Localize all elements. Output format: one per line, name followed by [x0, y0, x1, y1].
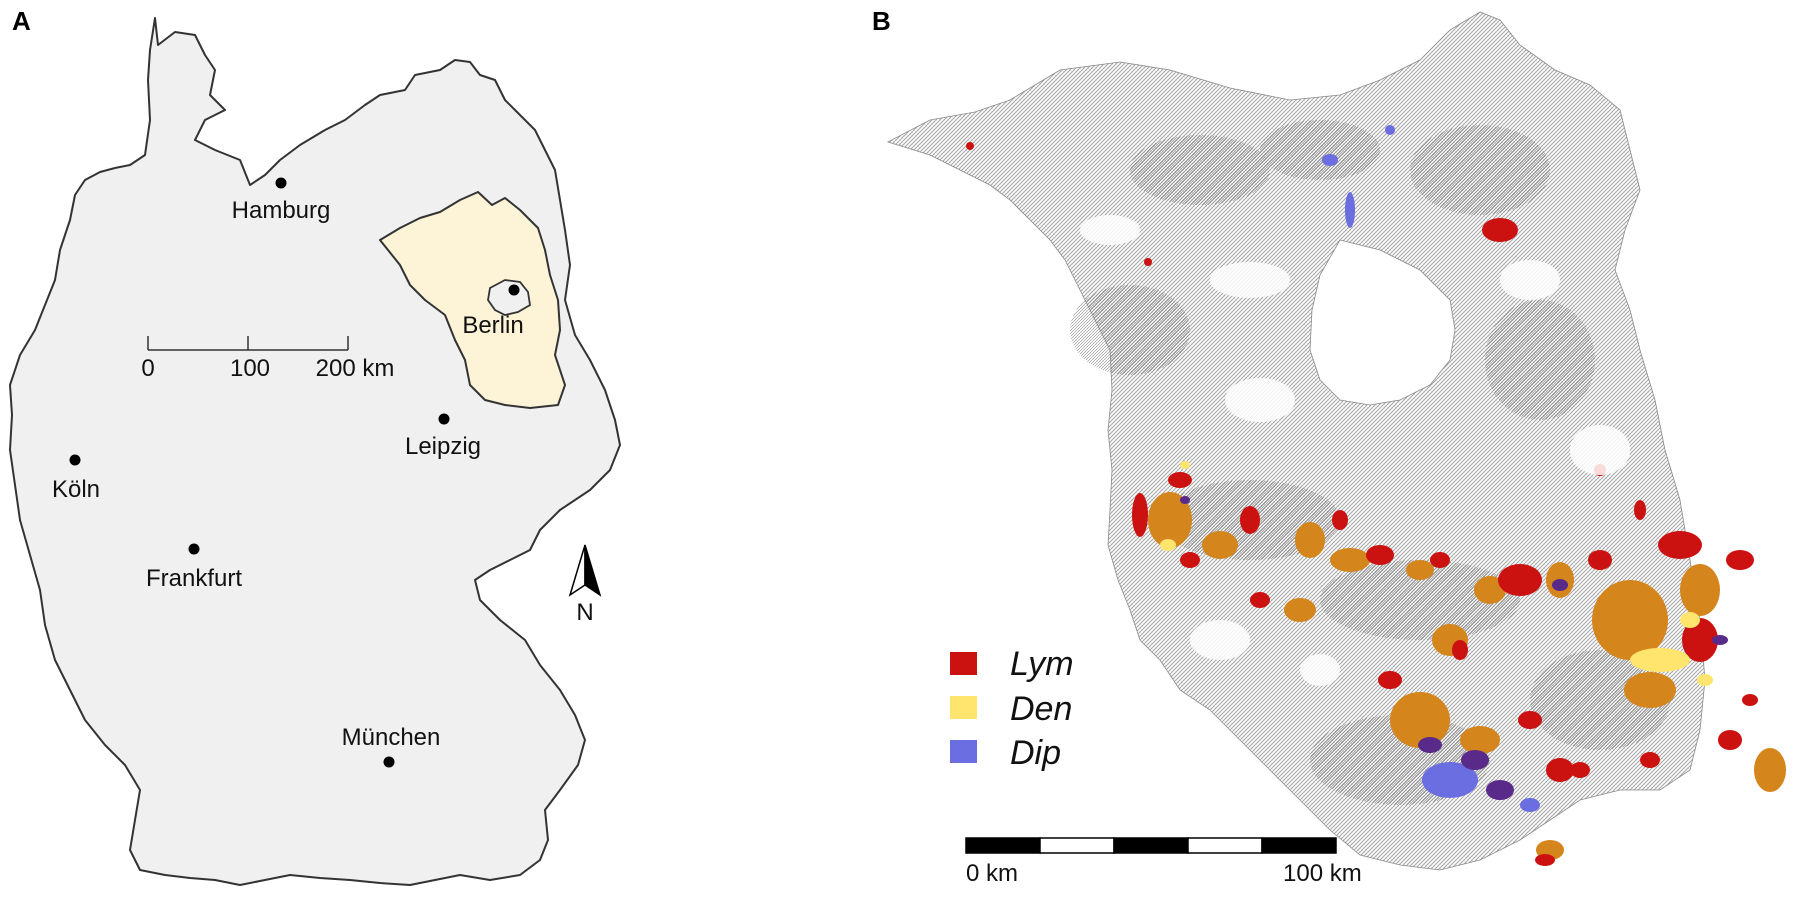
legend-label: Dip	[1010, 734, 1061, 772]
legend-label: Lym	[1010, 645, 1074, 683]
city-muenchen: München	[342, 724, 441, 768]
panel-a-label: A	[12, 6, 31, 36]
scale-tick-label: 100	[230, 355, 270, 382]
city-label: Leipzig	[405, 433, 481, 460]
legend-swatch	[950, 696, 977, 719]
brandenburg-region	[379, 191, 566, 409]
map-gaps	[1080, 215, 1630, 686]
panel-a: A Hamburg Berlin Leipzig Köln Frankfurt	[9, 6, 621, 886]
scale-bar-a	[147, 336, 349, 351]
land-use-clusters	[1070, 120, 1670, 805]
scale-end-label: 100 km	[1283, 860, 1362, 887]
city-label: Berlin	[462, 312, 523, 339]
city-berlin: Berlin	[462, 284, 524, 339]
scale-tick-label: 0	[141, 355, 154, 382]
city-label: Köln	[52, 476, 100, 503]
city-marker-icon	[383, 756, 395, 768]
north-label: N	[576, 599, 593, 626]
city-marker-icon	[438, 413, 450, 425]
legend: Lym Den Dip	[950, 645, 1074, 772]
city-hamburg: Hamburg	[232, 177, 331, 224]
city-label: Frankfurt	[146, 565, 242, 592]
city-leipzig: Leipzig	[405, 413, 481, 460]
legend-swatch	[950, 740, 977, 763]
legend-swatch	[950, 652, 977, 675]
orange-patches	[1148, 492, 1786, 860]
germany-outline	[9, 17, 621, 886]
legend-label: Den	[1010, 690, 1072, 728]
city-marker-icon	[275, 177, 287, 189]
city-marker-icon	[188, 543, 200, 555]
scale-tick-label: 200 km	[316, 355, 395, 382]
dip-patches	[1180, 125, 1728, 812]
city-label: Hamburg	[232, 197, 331, 224]
berlin-region	[487, 279, 531, 316]
city-label: München	[342, 724, 441, 751]
legend-item-dip: Dip	[950, 734, 1061, 772]
legend-item-lym: Lym	[950, 645, 1074, 683]
north-arrow-icon	[568, 544, 602, 597]
panel-b: B	[872, 6, 1786, 887]
city-marker-icon	[69, 454, 81, 466]
city-marker-icon	[508, 284, 520, 296]
scale-start-label: 0 km	[966, 860, 1018, 887]
city-frankfurt: Frankfurt	[146, 543, 242, 592]
city-koeln: Köln	[52, 454, 100, 503]
scale-bar-b	[965, 837, 1337, 854]
legend-item-den: Den	[950, 690, 1072, 728]
den-patches	[1160, 461, 1713, 686]
lym-patches	[966, 142, 1758, 866]
panel-b-label: B	[872, 6, 891, 36]
